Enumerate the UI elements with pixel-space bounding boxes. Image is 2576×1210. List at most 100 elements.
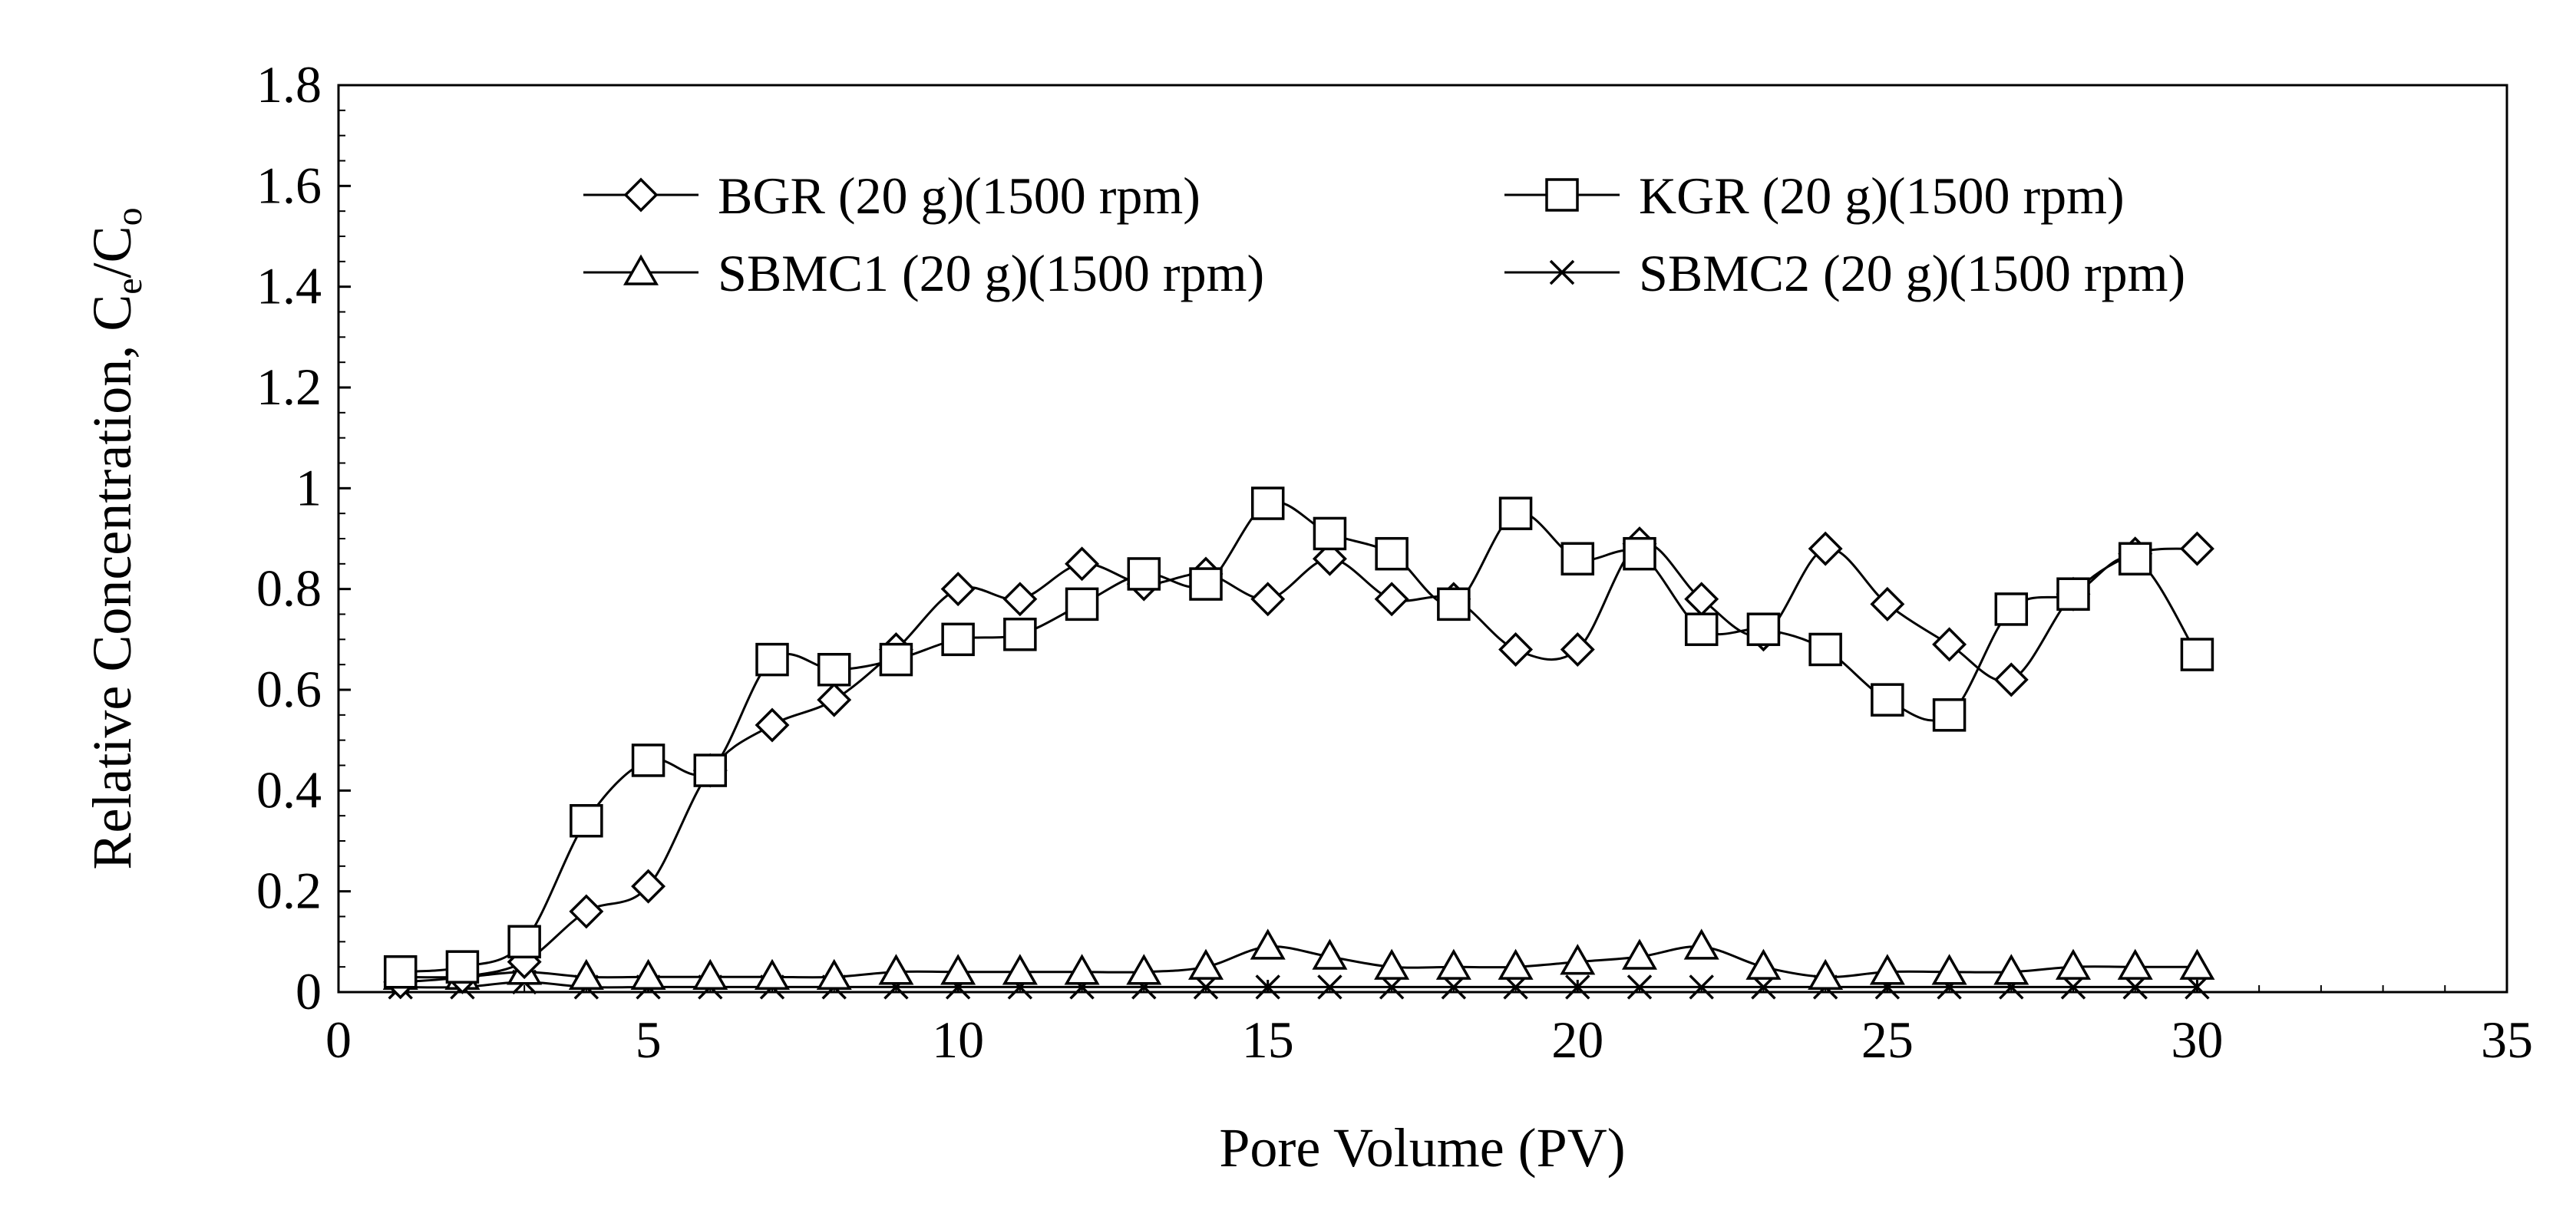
data-point-square — [1684, 612, 1719, 646]
y-tick-label: 1.4 — [256, 257, 322, 315]
data-point-square — [1127, 557, 1161, 591]
y-axis-title-main: Relative Concentration, C — [81, 295, 143, 870]
series-layer — [382, 486, 2215, 1000]
legend-marker-square — [1545, 178, 1579, 212]
data-point-triangle — [1374, 948, 1410, 980]
data-point-diamond — [817, 682, 852, 717]
data-point-diamond — [1002, 582, 1038, 617]
data-point-triangle — [692, 958, 728, 991]
data-point-x — [1627, 974, 1653, 1000]
x-marker-stroke — [1689, 974, 1714, 1000]
data-point-square — [1375, 536, 1409, 571]
data-point-diamond — [1250, 582, 1286, 617]
series-line-x — [400, 981, 2198, 989]
data-point-square — [2180, 638, 2214, 671]
legend-marker-x — [1549, 259, 1575, 285]
y-axis-title-sub-o: o — [109, 207, 150, 226]
data-point-diamond — [1498, 631, 1534, 667]
x-marker-stroke — [1549, 259, 1575, 285]
legend: BGR (20 g)(1500 rpm) KGR (20 g)(1500 rpm)… — [583, 166, 2185, 302]
x-tick-label: 35 — [2481, 1011, 2533, 1069]
data-point-square — [631, 743, 665, 777]
legend-label: SBMC2 (20 g)(1500 rpm) — [1639, 244, 2185, 302]
data-point-triangle — [1560, 944, 1596, 975]
data-point-x — [1565, 974, 1590, 1000]
data-point-triangle — [1498, 948, 1534, 980]
data-point-square — [2056, 577, 2090, 611]
data-point-square — [1871, 683, 1904, 717]
data-point-square — [1498, 496, 1533, 530]
data-point-square — [755, 642, 789, 677]
data-point-square — [570, 803, 603, 838]
data-point-triangle — [1002, 954, 1038, 985]
data-point-square — [1746, 612, 1781, 646]
y-tick-label: 1.6 — [256, 156, 322, 214]
legend-label: SBMC1 (20 g)(1500 rpm) — [718, 244, 1264, 302]
plot-area — [337, 84, 2508, 994]
x-tick-label: 5 — [636, 1011, 662, 1069]
x-tick-label: 20 — [1551, 1011, 1603, 1069]
data-point-diamond — [1374, 582, 1409, 617]
y-tick-label: 0.4 — [256, 760, 322, 819]
data-point-square — [817, 652, 851, 687]
data-point-triangle — [1993, 954, 2029, 985]
data-point-diamond — [1065, 546, 1100, 582]
data-point-square — [1560, 542, 1595, 576]
data-point-diamond — [569, 894, 604, 929]
x-marker-stroke — [1565, 974, 1590, 1000]
data-point-triangle — [816, 958, 852, 991]
data-point-square — [693, 753, 728, 787]
data-point-triangle — [1621, 938, 1658, 970]
data-point-diamond — [1560, 631, 1595, 667]
y-tick-label: 1.2 — [256, 358, 322, 416]
series-line-square — [400, 500, 2198, 974]
data-point-triangle — [1126, 954, 1162, 985]
data-point-diamond — [1932, 627, 1967, 662]
data-point-diamond — [631, 869, 666, 904]
data-point-diamond — [1993, 662, 2029, 697]
y-axis: 0 0.2 0.4 0.6 0.8 1 1.2 1.4 1.6 1.8 — [256, 55, 351, 1020]
data-point-x — [1255, 974, 1280, 1000]
data-point-x — [1689, 974, 1714, 1000]
data-point-triangle — [1435, 948, 1471, 980]
data-point-diamond — [755, 707, 790, 743]
data-point-triangle — [754, 958, 791, 991]
data-point-x — [1317, 974, 1342, 1000]
data-point-triangle — [878, 954, 914, 985]
data-point-square — [879, 642, 913, 677]
data-point-triangle — [1250, 928, 1286, 960]
plot-frame — [337, 84, 2508, 994]
series-line-triangle — [400, 945, 2198, 979]
data-point-triangle — [1064, 954, 1100, 985]
x-axis-title: Pore Volume (PV) — [1219, 1117, 1625, 1179]
legend-item-triangle: SBMC1 (20 g)(1500 rpm) — [583, 244, 1264, 302]
x-tick-label: 10 — [932, 1011, 984, 1069]
data-point-triangle — [1312, 938, 1348, 970]
data-point-square — [1437, 587, 1471, 621]
y-axis-title: Relative Concentration, Ce/Co — [81, 207, 150, 869]
data-point-square — [1313, 516, 1347, 551]
x-marker-stroke — [1317, 974, 1342, 1000]
data-point-triangle — [2179, 948, 2215, 980]
data-point-square — [507, 925, 541, 959]
series-square — [383, 486, 2214, 989]
y-axis-title-sub-e: e — [109, 278, 150, 294]
data-point-diamond — [1312, 541, 1347, 576]
y-tick-label: 0.6 — [256, 660, 322, 718]
data-point-square — [1994, 592, 2029, 626]
x-marker-stroke — [1255, 974, 1280, 1000]
data-point-square — [445, 950, 480, 984]
data-point-triangle — [2055, 948, 2092, 980]
data-point-square — [383, 954, 418, 989]
x-tick-label: 0 — [325, 1011, 352, 1069]
data-point-square — [941, 622, 975, 657]
series-triangle — [382, 928, 2215, 991]
data-point-square — [1189, 567, 1223, 601]
data-point-triangle — [568, 958, 604, 991]
x-tick-label: 30 — [2171, 1011, 2223, 1069]
data-point-square — [1623, 536, 1656, 571]
data-point-square — [1250, 486, 1285, 520]
data-point-square — [2118, 542, 2152, 576]
data-point-triangle — [2117, 948, 2153, 980]
